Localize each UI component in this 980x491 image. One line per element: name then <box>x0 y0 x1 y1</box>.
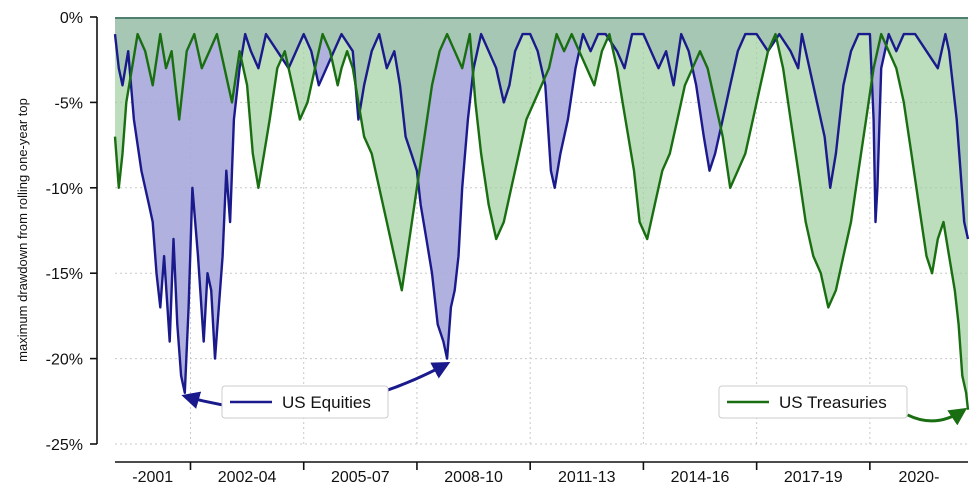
y-tick-label: -20% <box>46 352 83 369</box>
x-period-label: 2002-04 <box>218 469 277 486</box>
annotation-arrow <box>906 407 968 426</box>
legend-label: US Equities <box>282 393 371 412</box>
y-tick-label: -25% <box>46 437 83 454</box>
line-us-treasuries <box>113 32 970 410</box>
area-us-treasuries <box>115 17 968 410</box>
x-period-label: 2008-10 <box>444 469 503 486</box>
legend-label: US Treasuries <box>779 393 887 412</box>
y-axis-label: maximum drawdown from rolling one-year t… <box>15 98 30 362</box>
legend-us-treasuries: US Treasuries <box>718 385 908 419</box>
line-us-equities <box>113 32 970 394</box>
x-period-label: 2017-19 <box>784 469 843 486</box>
x-period-label: 2005-07 <box>331 469 390 486</box>
x-period-label: 2020- <box>898 469 939 486</box>
y-tick-label: -15% <box>46 266 83 283</box>
x-period-label: 2011-13 <box>558 469 616 486</box>
y-tick-label: 0% <box>60 10 83 27</box>
x-period-label: 2014-16 <box>671 469 730 486</box>
legend-us-equities: US Equities <box>221 385 389 419</box>
y-tick-label: -5% <box>55 95 83 112</box>
axes: 0% -5% -10% -15% -20% -25% -2001 2002-04 2005-07… <box>46 10 968 486</box>
legend-box <box>221 385 389 419</box>
legend-box <box>718 385 908 419</box>
drawdown-areas <box>115 17 968 410</box>
y-tick-label: -10% <box>46 181 83 198</box>
x-period-label: -2001 <box>132 469 173 486</box>
zero-band <box>115 17 968 19</box>
drawdown-lines <box>113 32 970 410</box>
